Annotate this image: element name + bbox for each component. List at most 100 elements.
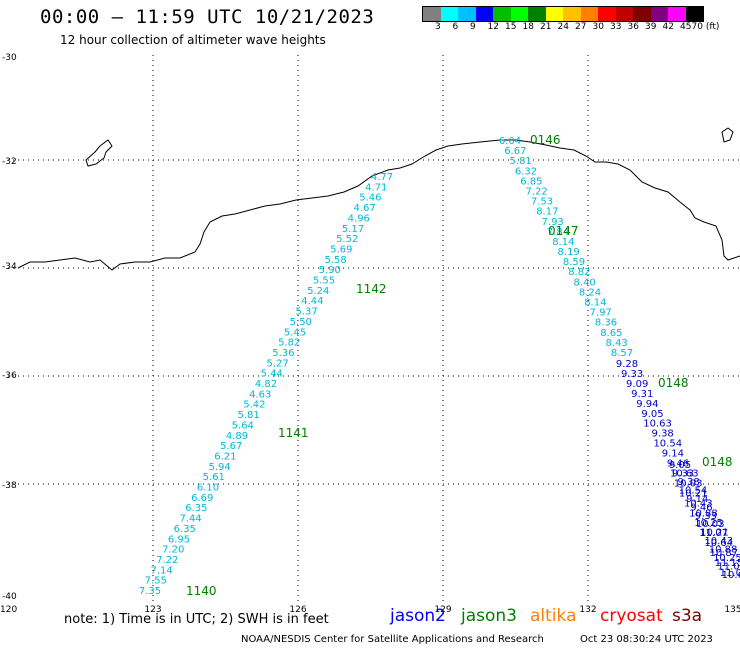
map-subtitle: 12 hour collection of altimeter wave hei… [60, 33, 326, 47]
wave-height-label: 5.82 [278, 338, 300, 349]
satellite-name: s3a [672, 606, 703, 626]
credit-text: NOAA/NESDIS Center for Satellite Applica… [241, 634, 544, 645]
wave-height-label: 9.31 [631, 389, 653, 400]
longitude-tick-label: 123 [144, 605, 161, 615]
wave-height-label: 7.84 [547, 227, 569, 238]
color-swatch [598, 7, 616, 21]
wave-height-label: 10.43 [704, 536, 733, 547]
color-swatch [668, 7, 686, 21]
wave-height-label: 7.55 [145, 576, 167, 587]
wave-height-label: 5.52 [336, 234, 358, 245]
wave-height-label: 5.61 [203, 472, 225, 483]
wave-height-label: 8.36 [595, 318, 617, 329]
wave-height-label: 4.63 [249, 389, 271, 400]
wave-height-label: 11.15 [715, 558, 740, 569]
wave-height-label: 8.19 [558, 247, 580, 258]
wave-height-label: 5.67 [220, 441, 242, 452]
pass-time-label: 0147 [548, 224, 579, 238]
wave-height-label: 8.17 [536, 207, 558, 218]
wave-height-label: 5.94 [208, 462, 230, 473]
pass-time-label: 1141 [278, 426, 309, 440]
color-scale-label: 30 [592, 22, 604, 32]
latitude-tick-label: -34 [2, 262, 17, 272]
wave-height-label: 9.09 [626, 379, 648, 390]
wave-height-label: 10.03 [674, 478, 703, 489]
wave-height-label: 5.37 [295, 307, 317, 318]
color-scale-label: 3 [435, 22, 441, 32]
color-scale-label: 21 [540, 22, 552, 32]
wave-height-label: 9.46 [690, 502, 712, 513]
wave-height-label: 10.88 [709, 545, 738, 556]
wave-height-label: 9.14 [662, 449, 684, 460]
wave-height-label: 9.05 [669, 460, 691, 471]
timestamp-text: Oct 23 08:30:24 UTC 2023 [580, 634, 713, 645]
color-swatch [563, 7, 581, 21]
latitude-tick-label: -32 [2, 157, 17, 167]
latitude-tick-label: -38 [2, 481, 17, 491]
wave-height-label: 8.24 [579, 287, 601, 298]
color-scale-label: 45 [680, 22, 692, 32]
wave-height-label: 5.64 [232, 420, 254, 431]
wave-height-label: 9.33 [672, 468, 694, 479]
wave-height-label: 10.63 [643, 419, 672, 430]
wave-height-label: 5.90 [319, 265, 341, 276]
wave-height-label: 8.14 [552, 237, 574, 248]
pass-time-label: 0148 [702, 455, 733, 469]
wave-height-label: 8.43 [606, 338, 628, 349]
wave-height-label: 9.33 [695, 511, 717, 522]
wave-height-label: 10.25 [713, 553, 740, 564]
wave-height-label: 8.40 [574, 277, 596, 288]
color-swatch [475, 7, 493, 21]
pass-time-label: 1140 [186, 584, 217, 598]
wave-height-label: 9.46 [667, 459, 689, 470]
wave-height-label: 11.07 [717, 562, 740, 573]
axis-labels: -30 -32 -34 -36 -38 -40 120 123 126 129 132 135 [0, 53, 740, 615]
wave-height-label: 11.02 [720, 568, 740, 579]
wave-height-label: 5.17 [342, 224, 364, 235]
color-scale-label: 24 [557, 22, 569, 32]
color-scale-label: 6 [452, 22, 459, 32]
color-scale-label: 36 [627, 22, 639, 32]
pass-time-labels: 0146 0147 1142 0148 1141 0148 1140 [186, 133, 733, 598]
wave-height-label: 4.89 [226, 431, 248, 442]
kangaroo-island-outline [85, 139, 113, 167]
wave-height-label: 7.20 [162, 545, 184, 556]
wave-height-label: 5.69 [330, 244, 352, 255]
wave-height-label: 9.33 [621, 369, 643, 380]
wave-height-label: 6.95 [168, 534, 190, 545]
wave-height-label: 5.46 [359, 193, 381, 204]
wave-height-label: 8.82 [568, 267, 590, 278]
color-scale-label: 42 [662, 22, 674, 32]
wave-height-label: 5.36 [272, 348, 294, 359]
wave-height-label: 6.85 [520, 176, 542, 187]
color-swatch [615, 7, 633, 21]
wave-height-label: 9.38 [652, 429, 674, 440]
wave-height-label: 10.54 [653, 439, 682, 450]
color-scale-label: 33 [610, 22, 622, 32]
wave-height-label: 7.93 [542, 217, 564, 228]
color-swatch [650, 7, 668, 21]
pass-time-label: 0148 [658, 376, 689, 390]
wave-height-label: 10.43 [684, 498, 713, 509]
wave-height-label: 7.97 [590, 308, 612, 319]
footer-note: note: 1) Time is in UTC; 2) SWH is in fe… [64, 612, 329, 627]
color-scale-label: 15 [505, 22, 517, 32]
color-scale-label: 27 [575, 22, 587, 32]
color-swatch [423, 7, 441, 21]
longitude-tick-label: 135 [724, 605, 740, 615]
wave-height-label: 9.14 [686, 494, 708, 505]
map-title: 00:00 – 11:59 UTC 10/21/2023 [40, 6, 375, 28]
color-swatch [633, 7, 651, 21]
color-swatch [493, 7, 511, 21]
longitude-edge-label: 120 [0, 605, 17, 615]
wave-height-label: 9.05 [641, 409, 663, 420]
wave-height-label: 6.35 [185, 503, 207, 514]
latitude-tick-label: -40 [2, 592, 17, 602]
color-scale-label: 39 [645, 22, 657, 32]
wave-height-label: 10.21 [700, 528, 729, 539]
wave-height-label: 6.10 [197, 483, 219, 494]
wave-height-label: 7.44 [179, 514, 201, 525]
longitude-tick-label: 132 [579, 605, 596, 615]
wave-height-label: 8.59 [563, 257, 585, 268]
